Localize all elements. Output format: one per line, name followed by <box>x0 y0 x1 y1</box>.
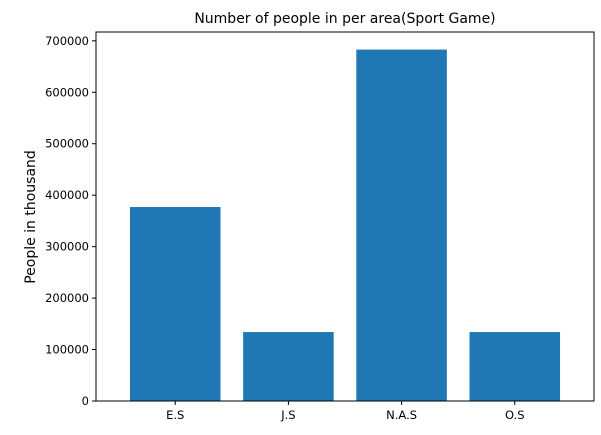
chart-title: Number of people in per area(Sport Game) <box>194 11 495 27</box>
y-axis: 0 100000 200000 300000 400000 500000 600000 700… <box>45 34 96 408</box>
y-tick-label: 600000 <box>45 85 89 99</box>
y-tick-label: 500000 <box>45 137 89 151</box>
bar-js <box>243 332 334 401</box>
x-axis: E.S J.S N.A.S O.S <box>166 401 525 422</box>
y-tick-label: 700000 <box>45 34 89 48</box>
y-tick-label: 0 <box>82 394 89 408</box>
bars <box>129 49 561 401</box>
bar-os <box>469 332 561 401</box>
x-tick-label: E.S <box>166 408 184 422</box>
y-tick-label: 100000 <box>45 343 89 357</box>
bar-es <box>129 207 221 401</box>
y-tick-label: 400000 <box>45 188 89 202</box>
y-axis-label: People in thousand <box>23 150 39 284</box>
x-tick-label: J.S <box>280 408 295 422</box>
bar-nas <box>356 49 447 401</box>
x-tick-label: N.A.S <box>386 408 417 422</box>
y-tick-label: 200000 <box>45 291 89 305</box>
plot-frame <box>95 31 595 402</box>
y-tick-label: 300000 <box>45 240 89 254</box>
x-tick-label: O.S <box>505 408 525 422</box>
